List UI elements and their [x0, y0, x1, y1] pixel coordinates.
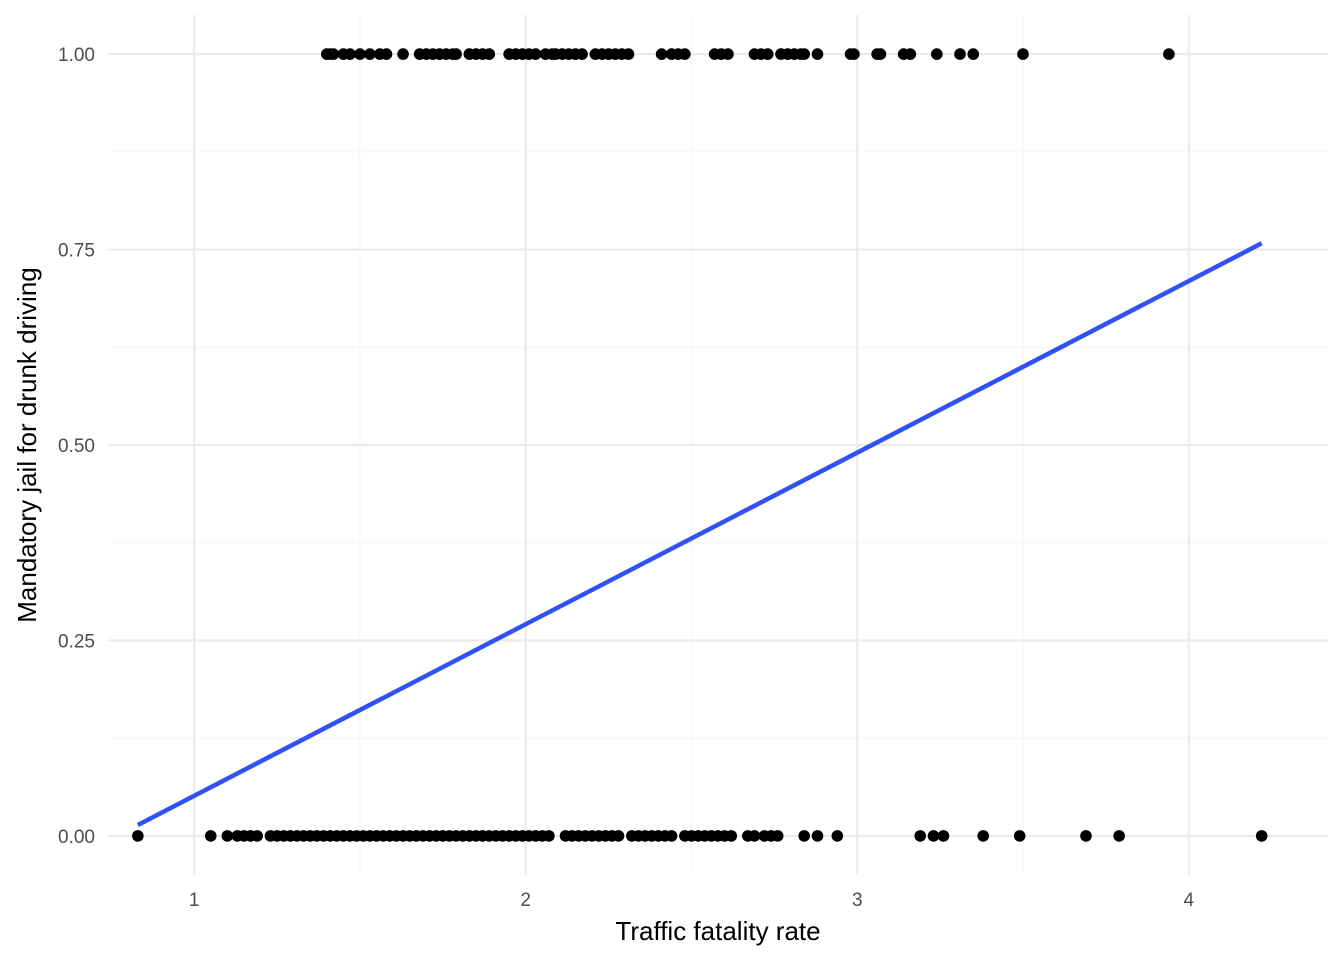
data-point — [798, 830, 810, 842]
data-point — [931, 48, 943, 60]
data-point — [364, 48, 376, 60]
data-point — [811, 830, 824, 842]
data-point — [1113, 830, 1125, 842]
data-point — [543, 830, 555, 842]
data-point — [380, 48, 393, 60]
data-point — [354, 48, 366, 60]
data-point — [665, 830, 678, 842]
data-point — [1017, 48, 1029, 60]
x-tick-label: 1 — [189, 890, 200, 911]
data-point — [954, 48, 966, 60]
data-point — [576, 48, 588, 60]
data-point — [221, 830, 234, 842]
data-point — [904, 48, 917, 60]
data-point — [450, 48, 462, 60]
data-point — [1163, 48, 1175, 60]
minor-gridlines — [108, 15, 1328, 875]
data-point — [927, 830, 940, 842]
data-point — [831, 830, 844, 842]
y-tick-label: 0.75 — [58, 241, 95, 262]
data-point — [655, 48, 668, 60]
data-point — [967, 48, 980, 60]
data-point — [725, 830, 738, 842]
data-point — [811, 48, 824, 60]
data-point — [622, 48, 635, 60]
data-point — [204, 830, 217, 842]
x-axis-ticks: 1 2 3 4 — [189, 890, 1195, 911]
data-point — [874, 48, 887, 60]
fit-line — [136, 241, 1263, 827]
data-point — [761, 48, 774, 60]
data-point — [977, 830, 990, 842]
y-tick-label: 0.50 — [58, 436, 95, 457]
data-point — [344, 48, 356, 60]
data-point — [748, 830, 761, 842]
data-point — [251, 830, 263, 842]
data-point — [327, 48, 340, 60]
x-axis-title: Traffic fatality rate — [615, 916, 820, 946]
y-tick-label: 0.25 — [58, 631, 95, 652]
data-point — [679, 48, 691, 60]
data-point — [483, 48, 496, 60]
data-point — [1013, 830, 1026, 842]
data-point — [1255, 830, 1268, 842]
data-point — [914, 830, 927, 842]
data-point — [937, 830, 950, 842]
fit-line-group — [136, 241, 1263, 827]
data-points — [132, 48, 1268, 842]
data-point — [722, 48, 734, 60]
data-point — [848, 48, 860, 60]
data-point — [397, 48, 409, 60]
y-tick-label: 0.00 — [58, 827, 95, 848]
y-tick-label: 1.00 — [58, 45, 95, 66]
x-tick-label: 3 — [852, 890, 863, 911]
data-point — [771, 830, 784, 842]
x-tick-label: 4 — [1183, 890, 1194, 911]
data-point — [798, 48, 810, 60]
data-point — [132, 830, 144, 842]
data-point — [612, 830, 625, 842]
data-point — [1080, 830, 1092, 842]
y-axis-title: Mandatory jail for drunk driving — [12, 267, 42, 623]
data-point — [529, 48, 542, 60]
x-tick-label: 2 — [520, 890, 531, 911]
y-axis-ticks: 0.00 0.25 0.50 0.75 1.00 — [58, 45, 95, 848]
